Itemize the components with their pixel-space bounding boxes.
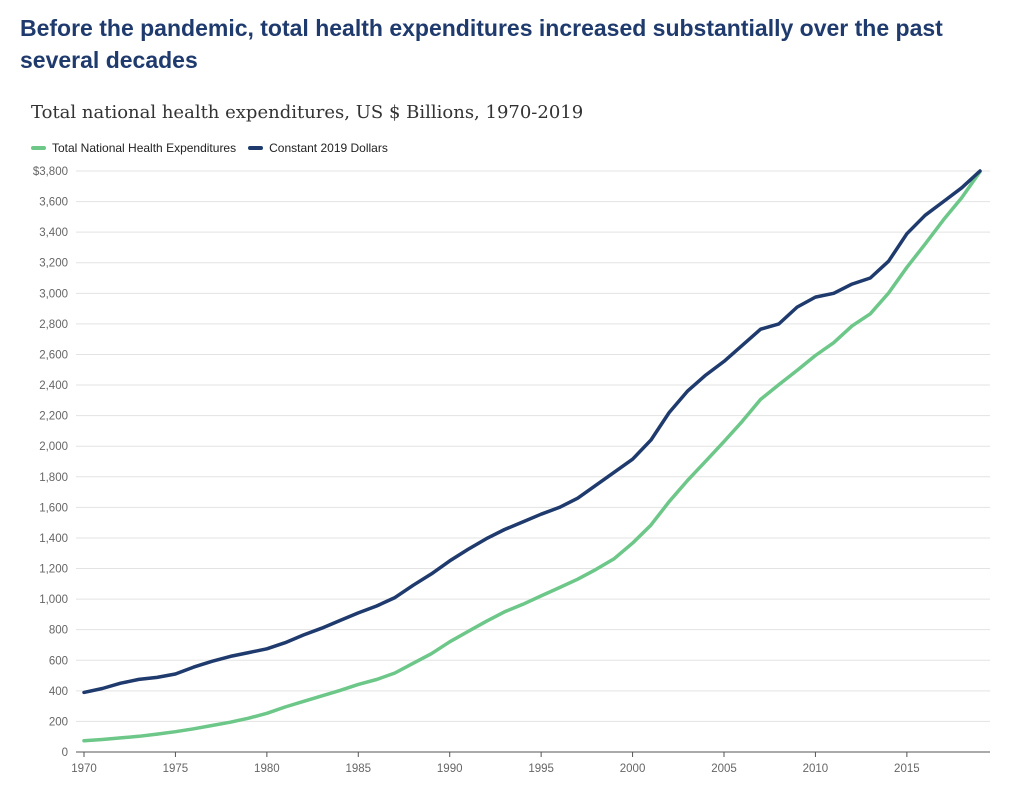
x-tick-label: 1990 xyxy=(437,763,463,775)
y-tick-label: 2,600 xyxy=(39,349,68,361)
y-tick-label: 400 xyxy=(49,686,68,698)
legend-item-constant: Constant 2019 Dollars xyxy=(248,141,388,155)
series-lines xyxy=(82,169,982,743)
x-tick-label: 2010 xyxy=(803,763,829,775)
y-tick-label: 1,600 xyxy=(39,502,68,514)
legend-label-total: Total National Health Expenditures xyxy=(52,141,237,155)
y-tick-label: $3,800 xyxy=(33,166,68,178)
x-tick-label: 2000 xyxy=(620,763,646,775)
x-tick-label: 1995 xyxy=(528,763,554,775)
y-tick-label: 1,200 xyxy=(39,564,68,576)
x-tick-label: 2005 xyxy=(711,763,737,775)
legend-item-total: Total National Health Expenditures xyxy=(31,141,236,155)
headline: Before the pandemic, total health expend… xyxy=(20,15,943,73)
series-line-total-national-health-expenditures xyxy=(82,170,982,743)
y-tick-label: 600 xyxy=(49,655,68,667)
x-tick-label: 1975 xyxy=(163,763,189,775)
y-tick-label: 1,800 xyxy=(39,472,68,484)
y-tick-label: 0 xyxy=(62,747,68,759)
y-tick-label: 2,800 xyxy=(39,319,68,331)
x-tick-label: 1970 xyxy=(71,763,97,775)
series-line-constant-2019-dollars xyxy=(82,169,982,695)
y-tick-label: 3,000 xyxy=(39,288,68,300)
axes: 0 200 400 600 800 1,000 1,200 1,400 1,600 1,800 2,… xyxy=(33,166,990,775)
y-tick-label: 800 xyxy=(49,625,68,637)
y-tick-label: 3,600 xyxy=(39,197,68,209)
legend: Total National Health Expenditures Const… xyxy=(31,141,388,155)
y-tick-label: 200 xyxy=(49,716,68,728)
x-tick-label: 1985 xyxy=(345,763,371,775)
y-tick-label: 2,000 xyxy=(39,441,68,453)
chart-title: Total national health expenditures, US $… xyxy=(31,102,584,123)
y-tick-label: 1,400 xyxy=(39,533,68,545)
y-tick-label: 2,400 xyxy=(39,380,68,392)
x-tick-label: 2015 xyxy=(894,763,920,775)
gridlines xyxy=(76,170,990,722)
legend-swatch-constant xyxy=(248,146,264,150)
legend-label-constant: Constant 2019 Dollars xyxy=(269,141,388,155)
y-tick-label: 1,000 xyxy=(39,594,68,606)
y-tick-label: 3,200 xyxy=(39,258,68,270)
y-tick-label: 3,400 xyxy=(39,227,68,239)
x-tick-label: 1980 xyxy=(254,763,280,775)
legend-swatch-total xyxy=(31,146,46,150)
y-tick-label: 2,200 xyxy=(39,411,68,423)
